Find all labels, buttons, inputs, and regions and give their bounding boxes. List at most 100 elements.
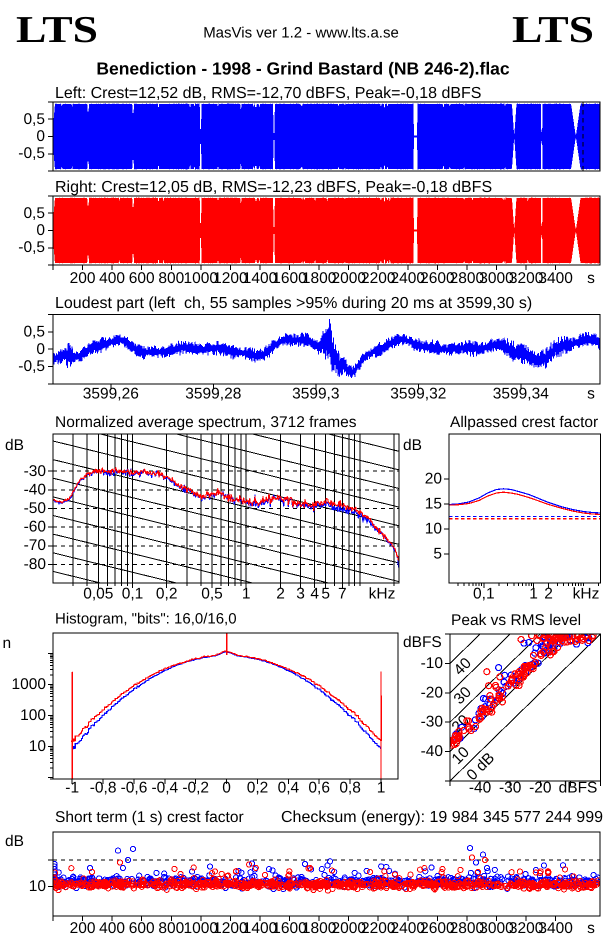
svg-text:600: 600 — [129, 920, 155, 937]
svg-text:1000: 1000 — [12, 676, 47, 693]
svg-text:1600: 1600 — [272, 270, 307, 287]
svg-text:s: s — [587, 920, 595, 937]
svg-text:n: n — [3, 635, 12, 652]
svg-text:3599,32: 3599,32 — [390, 386, 446, 403]
svg-text:15: 15 — [425, 496, 442, 513]
svg-text:-1: -1 — [65, 780, 79, 797]
svg-text:MasVis ver 1.2 - www.lts.a.se: MasVis ver 1.2 - www.lts.a.se — [203, 25, 399, 42]
svg-text:0,5: 0,5 — [23, 323, 45, 340]
svg-text:10: 10 — [29, 878, 47, 895]
svg-text:dB: dB — [5, 833, 24, 850]
svg-text:-0,5: -0,5 — [18, 239, 45, 256]
svg-text:-40: -40 — [469, 780, 492, 797]
svg-text:1800: 1800 — [302, 270, 337, 287]
svg-text:dBFS: dBFS — [559, 780, 598, 797]
svg-text:1400: 1400 — [243, 270, 278, 287]
svg-text:0,8: 0,8 — [339, 780, 361, 797]
svg-text:400: 400 — [99, 920, 125, 937]
svg-text:1600: 1600 — [272, 920, 307, 937]
svg-text:Right: Crest=12,05 dB, RMS=-12: Right: Crest=12,05 dB, RMS=-12,23 dBFS, … — [55, 179, 492, 196]
svg-text:0,5: 0,5 — [23, 111, 45, 128]
svg-text:0,1: 0,1 — [122, 586, 144, 603]
svg-text:1000: 1000 — [184, 270, 219, 287]
svg-text:s: s — [587, 270, 595, 287]
svg-text:3200: 3200 — [509, 920, 544, 937]
svg-text:7: 7 — [338, 586, 347, 603]
svg-text:-30: -30 — [24, 463, 47, 480]
svg-text:-0,6: -0,6 — [121, 780, 148, 797]
svg-text:2000: 2000 — [331, 920, 366, 937]
svg-text:-40: -40 — [24, 481, 47, 498]
svg-text:Benediction - 1998 - Grind Bas: Benediction - 1998 - Grind Bastard (NB 2… — [96, 59, 510, 79]
svg-text:-10: -10 — [421, 655, 444, 672]
svg-text:dB: dB — [403, 437, 422, 454]
svg-text:Loudest part (left ch, 55 sam: Loudest part (left ch, 55 samples >95% d… — [55, 295, 532, 312]
svg-text:1: 1 — [529, 586, 538, 603]
svg-text:1800: 1800 — [302, 920, 337, 937]
svg-text:2: 2 — [276, 586, 285, 603]
svg-text:0,4: 0,4 — [278, 780, 300, 797]
svg-text:200: 200 — [70, 920, 96, 937]
svg-text:Normalized average spectrum, 3: Normalized average spectrum, 3712 frames — [55, 414, 357, 431]
svg-text:-30: -30 — [421, 714, 444, 731]
svg-text:3: 3 — [296, 586, 305, 603]
svg-text:Short term (1 s) crest factor: Short term (1 s) crest factor — [55, 809, 244, 826]
svg-text:-0,4: -0,4 — [151, 780, 178, 797]
svg-text:-0,8: -0,8 — [90, 780, 117, 797]
svg-text:-50: -50 — [24, 500, 47, 517]
svg-text:-80: -80 — [24, 556, 47, 573]
svg-text:3000: 3000 — [479, 270, 514, 287]
svg-text:1200: 1200 — [213, 920, 248, 937]
svg-text:Peak vs RMS level: Peak vs RMS level — [451, 612, 581, 629]
svg-text:0,6: 0,6 — [308, 780, 330, 797]
svg-text:0: 0 — [36, 341, 45, 358]
svg-text:2200: 2200 — [361, 920, 396, 937]
svg-text:100: 100 — [20, 707, 46, 724]
svg-text:2000: 2000 — [331, 270, 366, 287]
svg-text:-40: -40 — [421, 743, 444, 760]
svg-text:Allpassed crest factor: Allpassed crest factor — [450, 414, 598, 431]
svg-text:400: 400 — [99, 270, 125, 287]
svg-text:2400: 2400 — [391, 920, 426, 937]
svg-text:2600: 2600 — [420, 920, 455, 937]
svg-text:0,2: 0,2 — [247, 780, 269, 797]
svg-text:200: 200 — [70, 270, 96, 287]
svg-text:LTS: LTS — [16, 9, 98, 51]
svg-text:-0,2: -0,2 — [182, 780, 209, 797]
svg-text:1200: 1200 — [213, 270, 248, 287]
svg-text:10: 10 — [425, 521, 443, 538]
svg-text:1: 1 — [242, 586, 251, 603]
svg-text:0,05: 0,05 — [83, 586, 113, 603]
svg-text:4: 4 — [310, 586, 319, 603]
svg-text:dBFS: dBFS — [403, 634, 442, 651]
svg-text:1: 1 — [377, 780, 386, 797]
svg-text:0,5: 0,5 — [23, 205, 45, 222]
svg-text:0: 0 — [36, 128, 45, 145]
svg-text:2: 2 — [544, 586, 553, 603]
svg-text:-60: -60 — [24, 519, 47, 536]
svg-text:1000: 1000 — [184, 920, 219, 937]
svg-text:-20: -20 — [421, 684, 444, 701]
svg-text:800: 800 — [158, 270, 184, 287]
svg-text:0: 0 — [36, 222, 45, 239]
svg-text:2800: 2800 — [450, 270, 485, 287]
svg-text:5: 5 — [433, 546, 442, 563]
svg-text:-0,5: -0,5 — [18, 358, 45, 375]
svg-text:5: 5 — [321, 586, 330, 603]
svg-text:600: 600 — [129, 270, 155, 287]
svg-text:0,1: 0,1 — [473, 586, 495, 603]
svg-text:LTS: LTS — [512, 9, 594, 51]
svg-text:3400: 3400 — [538, 270, 573, 287]
svg-text:-70: -70 — [24, 537, 47, 554]
svg-text:s: s — [587, 386, 595, 403]
svg-text:-0,5: -0,5 — [18, 145, 45, 162]
svg-text:800: 800 — [158, 920, 184, 937]
svg-text:3599,34: 3599,34 — [493, 386, 549, 403]
svg-text:3000: 3000 — [479, 920, 514, 937]
svg-text:kHz: kHz — [369, 586, 396, 603]
svg-text:3599,3: 3599,3 — [292, 386, 339, 403]
svg-text:-20: -20 — [529, 780, 552, 797]
svg-text:10: 10 — [29, 738, 47, 755]
svg-text:2600: 2600 — [420, 270, 455, 287]
svg-text:kHz: kHz — [573, 586, 600, 603]
